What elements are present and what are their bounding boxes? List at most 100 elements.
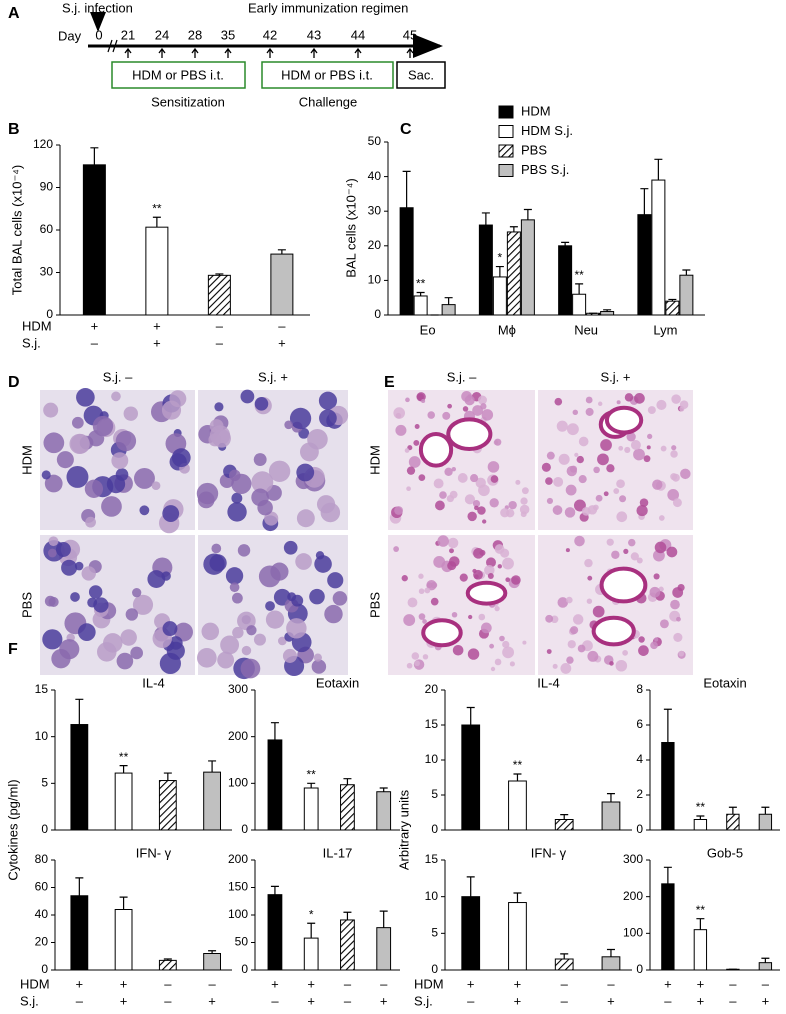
cell — [169, 390, 187, 408]
cell — [452, 644, 464, 656]
cell — [56, 451, 74, 469]
cell — [615, 659, 628, 672]
cell — [585, 407, 594, 416]
significance: ** — [696, 800, 706, 814]
timeline-label: Day — [58, 28, 82, 43]
day-label: 45 — [403, 27, 417, 42]
cell — [558, 453, 570, 465]
bar — [461, 724, 481, 831]
cell — [481, 409, 494, 421]
airway — [446, 417, 493, 451]
bar — [601, 956, 621, 971]
cell — [435, 500, 445, 511]
box — [261, 61, 394, 89]
legend-swatch — [498, 164, 514, 177]
y-tick-label: 15 — [425, 852, 439, 866]
cell — [264, 511, 279, 526]
significance: ** — [513, 758, 523, 772]
cell — [41, 470, 51, 480]
cell — [680, 468, 691, 480]
condition-mark: – — [607, 976, 615, 991]
bar — [376, 791, 392, 831]
bar — [203, 953, 221, 971]
error-bar — [560, 953, 569, 959]
error-bar — [379, 787, 388, 792]
cell — [229, 582, 240, 593]
error-bar — [696, 918, 705, 930]
cell — [132, 588, 142, 598]
timeline — [88, 12, 446, 89]
day-label: 21 — [121, 27, 135, 42]
y-tick-label: 0 — [431, 962, 438, 976]
cell — [545, 614, 554, 623]
cell — [457, 473, 468, 483]
bar — [270, 253, 294, 316]
condition-mark: – — [164, 976, 172, 991]
chart-title: Eotaxin — [703, 675, 746, 690]
cell — [647, 433, 653, 440]
column-header: S.j. + — [601, 369, 631, 384]
cell — [88, 585, 103, 599]
y-tick-label: 100 — [228, 776, 248, 790]
cell — [426, 582, 433, 589]
cell — [414, 424, 420, 429]
condition-mark: + — [208, 993, 216, 1008]
cell — [449, 548, 454, 554]
cell — [502, 646, 515, 659]
bar — [207, 274, 231, 316]
day-label: 44 — [351, 27, 365, 42]
condition-mark: – — [664, 993, 672, 1008]
cell — [638, 636, 645, 643]
condition-mark: + — [91, 318, 99, 333]
error-bar — [682, 269, 691, 276]
y-tick-label: 100 — [623, 926, 643, 940]
condition-mark: + — [380, 993, 388, 1008]
cell — [552, 663, 558, 669]
cell — [585, 396, 593, 404]
cell — [393, 546, 400, 552]
error-bar — [307, 782, 316, 788]
panel-label: E — [384, 374, 395, 391]
cell — [618, 445, 624, 451]
cell — [70, 592, 80, 602]
cell — [654, 541, 667, 554]
cell — [229, 469, 241, 482]
cell — [85, 516, 96, 528]
y-tick-label: 5 — [431, 926, 438, 940]
cell — [592, 605, 605, 618]
y-tick-label: 10 — [425, 752, 439, 766]
cell — [624, 393, 634, 402]
box — [111, 61, 246, 89]
cell — [414, 660, 420, 667]
cell — [295, 553, 312, 570]
cell — [609, 661, 614, 666]
cell — [159, 652, 181, 675]
micrograph — [538, 535, 693, 675]
cell — [489, 643, 495, 649]
condition-mark: + — [607, 993, 615, 1008]
timeline-label: S.j. infection — [62, 0, 133, 15]
cell — [623, 548, 629, 554]
cell — [565, 484, 577, 496]
cell — [324, 604, 343, 624]
error-bar — [75, 877, 84, 896]
error-bar — [561, 241, 570, 246]
bar — [376, 927, 392, 971]
bar — [520, 219, 535, 316]
cell — [502, 640, 510, 649]
cell — [494, 658, 502, 666]
y-tick-label: 0 — [46, 307, 53, 321]
y-tick-label: 0 — [636, 962, 643, 976]
cell — [581, 506, 591, 516]
cell — [394, 506, 404, 515]
cell — [671, 473, 680, 482]
cell — [484, 565, 495, 576]
cell — [639, 498, 649, 507]
row-label: HDM — [19, 445, 34, 475]
cell — [565, 548, 570, 553]
error-bar — [163, 772, 172, 781]
error-bar — [270, 722, 279, 740]
cell — [656, 399, 667, 410]
cell — [519, 504, 530, 515]
cell — [467, 648, 480, 660]
